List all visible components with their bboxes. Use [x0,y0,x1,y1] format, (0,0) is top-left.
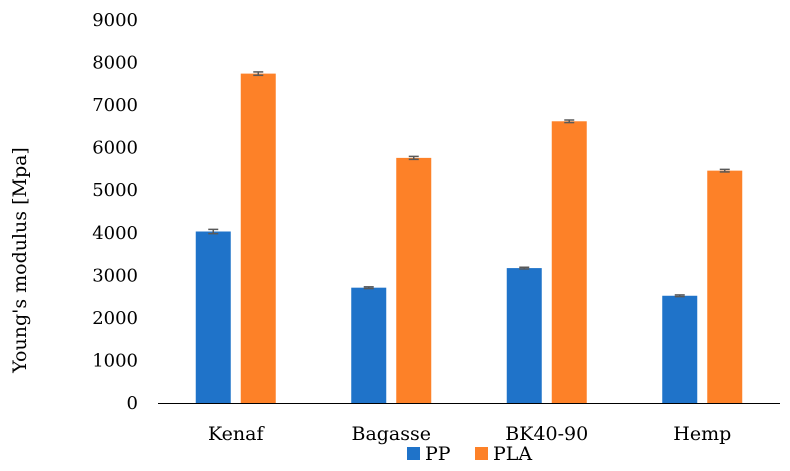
y-tick-label: 8000 [92,53,138,74]
x-category-label: Hemp [673,423,731,445]
y-tick-label: 1000 [92,350,138,371]
error-bars [208,71,730,298]
legend-swatch-pla [475,447,488,460]
legend-label-pp: PP [425,443,451,465]
y-tick-label: 6000 [92,138,138,159]
bar-pla-bagasse [396,157,432,403]
bar-pla-kenaf [240,73,276,404]
y-tick-label: 5000 [92,180,138,201]
y-axis-title: Young's modulus [Mpa] [9,147,31,374]
y-tick-label: 7000 [92,95,138,116]
error-bar-pp-kenaf [208,228,219,235]
bar-pp-hemp [662,295,698,403]
error-bar-pp-hemp [674,294,685,298]
y-tick-label: 0 [127,393,138,414]
error-bar-pla-bagasse [408,155,419,161]
legend-swatch-pp [407,447,420,460]
x-category-label: Kenaf [208,423,265,445]
bar-pp-bagasse [351,287,387,403]
y-tick-label: 3000 [92,265,138,286]
error-bar-pp-bk40-90 [519,266,530,270]
y-tick-label: 2000 [92,308,138,329]
error-bar-pp-bagasse [363,286,374,290]
bar-pp-bk40-90 [506,268,542,403]
y-axis-ticks: 0 1000 2000 3000 4000 5000 6000 7000 8000 9000 [92,10,138,414]
x-category-label: BK40-90 [505,423,588,445]
bars [195,73,743,404]
bar-pp-kenaf [195,231,231,403]
y-tick-label: 9000 [92,10,138,31]
bar-pla-hemp [707,170,743,403]
error-bar-pla-kenaf [253,71,264,77]
x-category-label: Bagasse [351,423,431,445]
legend-label-pla: PLA [493,443,532,465]
error-bar-pla-bk40-90 [564,119,575,124]
legend: PP PLA [407,443,532,465]
y-tick-label: 4000 [92,223,138,244]
error-bar-pla-hemp [719,168,730,173]
category-labels: Kenaf Bagasse BK40-90 Hemp [208,423,731,445]
bar-pla-bk40-90 [551,121,587,403]
